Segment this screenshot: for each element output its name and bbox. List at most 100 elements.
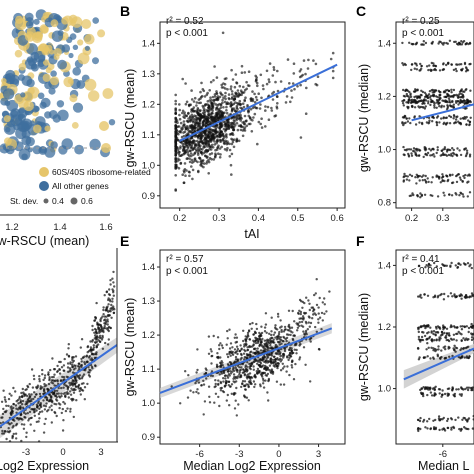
x-tick-label: 0 [276, 449, 281, 460]
data-point [17, 406, 21, 409]
data-point [429, 98, 433, 101]
point-other [72, 44, 79, 50]
data-point [281, 362, 284, 365]
data-point [401, 41, 404, 45]
data-point [91, 324, 94, 328]
point-ribosome [71, 122, 79, 129]
data-point [276, 349, 280, 352]
data-point [432, 68, 436, 72]
data-point [103, 294, 106, 297]
data-point [184, 174, 187, 177]
data-point [224, 97, 227, 101]
data-point [202, 115, 205, 118]
data-point [12, 432, 15, 436]
data-point [263, 330, 267, 333]
data-point [80, 338, 84, 341]
data-point [23, 415, 26, 419]
data-point [194, 117, 198, 120]
data-point [230, 351, 233, 354]
data-point [71, 361, 74, 364]
point-ribosome [81, 19, 92, 29]
panel-e-frame [159, 249, 346, 445]
data-point [229, 85, 233, 88]
data-point [287, 309, 291, 312]
data-point [88, 375, 92, 378]
data-point [267, 356, 270, 359]
data-point [449, 292, 453, 295]
data-point [462, 117, 465, 120]
data-point [434, 331, 438, 334]
data-point [437, 388, 441, 391]
data-point [57, 392, 60, 395]
point-ribosome [42, 59, 50, 66]
data-point [210, 362, 213, 365]
point-ribosome [84, 78, 97, 91]
data-point [426, 294, 430, 297]
data-point [270, 361, 273, 364]
data-point [289, 333, 292, 337]
data-point [213, 140, 216, 143]
data-point [452, 106, 455, 109]
data-point [232, 145, 236, 149]
data-point [252, 368, 255, 371]
data-point [245, 119, 248, 122]
data-point [182, 120, 186, 123]
x-tick-label: 0.3 [212, 213, 225, 224]
data-point [223, 77, 227, 81]
data-point [215, 365, 219, 368]
data-point [253, 385, 256, 389]
data-point [235, 117, 238, 120]
data-point [226, 374, 229, 378]
data-point [65, 353, 69, 356]
point-other [0, 97, 9, 106]
data-point [95, 336, 98, 339]
data-point [289, 100, 292, 104]
data-point [62, 364, 66, 367]
data-point [434, 95, 438, 98]
data-point [420, 296, 423, 299]
data-point [424, 41, 428, 45]
data-point [461, 180, 464, 183]
data-point [28, 396, 31, 400]
y-tick-label: 1.4 [378, 260, 391, 271]
data-point [442, 105, 446, 108]
data-point [276, 312, 280, 316]
data-point [258, 344, 261, 348]
data-point [465, 325, 468, 328]
data-point [91, 340, 94, 343]
data-point [174, 93, 177, 97]
data-point [405, 92, 408, 96]
data-point [408, 173, 412, 176]
data-point [227, 384, 230, 387]
data-point [443, 331, 446, 335]
data-point [210, 350, 213, 353]
data-point [186, 396, 190, 399]
data-point [429, 357, 432, 360]
data-point [244, 349, 247, 353]
data-point [312, 310, 315, 313]
data-point [429, 391, 433, 394]
data-point [195, 390, 198, 394]
data-point [459, 122, 462, 125]
point-ribosome [50, 76, 59, 86]
data-point [408, 117, 411, 120]
data-point [229, 163, 233, 167]
data-point [196, 153, 200, 156]
data-point [21, 399, 25, 403]
data-point [444, 123, 448, 126]
data-point [405, 178, 409, 181]
data-point [73, 383, 77, 386]
data-point [80, 382, 84, 385]
data-point [427, 180, 430, 184]
data-point [236, 95, 240, 98]
data-point [218, 347, 221, 351]
data-point [23, 394, 26, 398]
data-point [233, 124, 237, 127]
data-point [402, 104, 405, 107]
data-point [60, 411, 63, 415]
data-point [276, 69, 279, 73]
data-point [75, 399, 78, 402]
y-tick-label: 1.1 [142, 130, 155, 141]
data-point [191, 148, 194, 152]
data-point [42, 431, 46, 434]
